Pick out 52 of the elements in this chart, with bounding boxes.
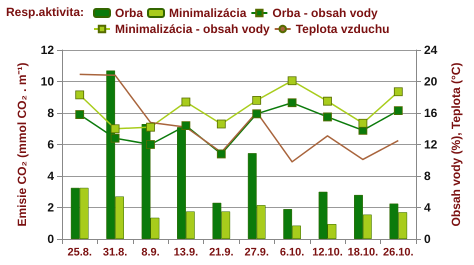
point [394, 106, 403, 116]
y2-tick-label: 20 [424, 74, 438, 88]
x-tick-label: 25.8. [67, 246, 92, 258]
x-tick-label: 18.10. [348, 246, 378, 258]
y2-tick-label: 0 [424, 232, 431, 246]
x-tick-label: 8.9. [141, 246, 160, 258]
y2-tick-label: 24 [424, 43, 438, 57]
x-tick-label: 13.9. [174, 246, 198, 258]
y-tick-label: 4 [47, 169, 54, 183]
point [75, 110, 84, 119]
point [252, 96, 262, 105]
point [323, 112, 332, 122]
point [288, 76, 296, 86]
y-axis-title: Emisie CO₂ (mmol CO₂ . m⁻¹) [15, 62, 29, 227]
point [182, 121, 190, 130]
point [252, 109, 262, 118]
point [216, 150, 226, 158]
line-series [78, 74, 400, 163]
point [110, 134, 120, 143]
point [323, 96, 332, 106]
point [146, 122, 155, 132]
legend-label: Minimalizácia - obsah vody [115, 22, 270, 36]
legend-title: Resp.aktivita: [6, 5, 84, 19]
point [110, 124, 120, 134]
y2-tick-label: 16 [424, 106, 438, 120]
y-tick-label: 0 [47, 232, 54, 246]
y-tick-label: 2 [47, 200, 54, 214]
y-tick-label: 8 [47, 106, 54, 120]
y2-tick-label: 4 [424, 200, 431, 214]
y-tick-label: 12 [40, 43, 54, 57]
point [288, 98, 296, 108]
y-tick-label: 10 [40, 74, 54, 88]
y2-axis-title: Obsah vody (%), Teplota (°C) [449, 62, 463, 226]
x-tick-label: 12.10. [312, 246, 343, 258]
point [216, 120, 226, 128]
legend-label: Teplota vzduchu [296, 22, 390, 36]
y2-tick-label: 8 [424, 169, 431, 183]
point [182, 98, 190, 106]
x-tick-label: 26.10. [383, 246, 414, 258]
x-tick-label: 21.9. [209, 246, 234, 258]
legend-label: Orba - obsah vody [272, 6, 378, 20]
x-tick-label: 6.10. [280, 246, 304, 258]
point [358, 118, 368, 128]
legend-label: Orba [115, 6, 144, 20]
y2-tick-label: 12 [424, 138, 438, 152]
legend-label: Minimalizácia [169, 6, 247, 20]
y-tick-label: 6 [47, 138, 54, 152]
x-tick-label: 27.9. [244, 246, 269, 258]
x-tick-label: 31.8. [102, 246, 128, 258]
point [394, 87, 403, 96]
point [75, 90, 84, 100]
point [146, 140, 155, 149]
